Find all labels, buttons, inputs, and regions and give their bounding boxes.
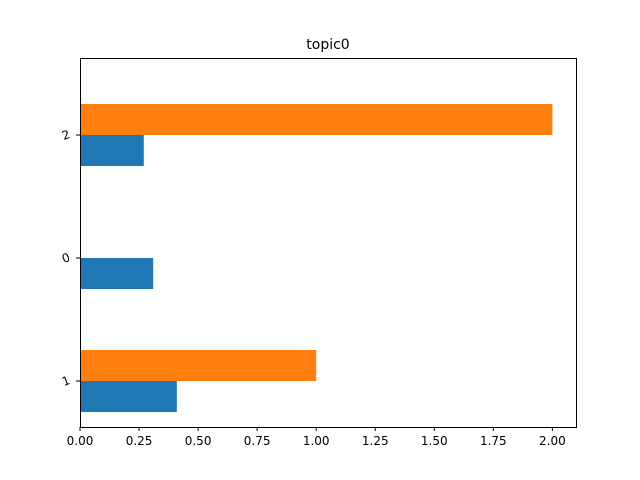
y-tick-label: 2 [60, 127, 72, 143]
x-tick-label: 0.00 [67, 434, 94, 448]
bar-series1-1 [80, 350, 317, 381]
y-axis: 1 0 2 [60, 127, 80, 389]
x-tick-label: 0.75 [244, 434, 271, 448]
x-tick-label: 0.50 [185, 434, 212, 448]
y-tick-label: 0 [60, 250, 72, 266]
x-tick-label: 1.25 [362, 434, 389, 448]
bar-series0-2 [80, 135, 144, 166]
y-tick-label: 1 [60, 373, 72, 389]
x-axis: 0.00 0.25 0.50 0.75 1.00 1.25 1.50 1.75 2.00 [67, 427, 566, 448]
bar-layer [80, 104, 553, 412]
bar-series0-1 [80, 381, 177, 412]
plot-frame [80, 58, 577, 428]
x-tick-label: 2.00 [539, 434, 566, 448]
bar-series0-0 [80, 258, 154, 289]
x-tick-label: 0.25 [126, 434, 153, 448]
bar-series1-2 [80, 104, 553, 135]
x-tick-label: 1.75 [480, 434, 507, 448]
x-tick-label: 1.00 [303, 434, 330, 448]
chart-title: topic0 [306, 37, 349, 53]
x-tick-label: 1.50 [421, 434, 448, 448]
